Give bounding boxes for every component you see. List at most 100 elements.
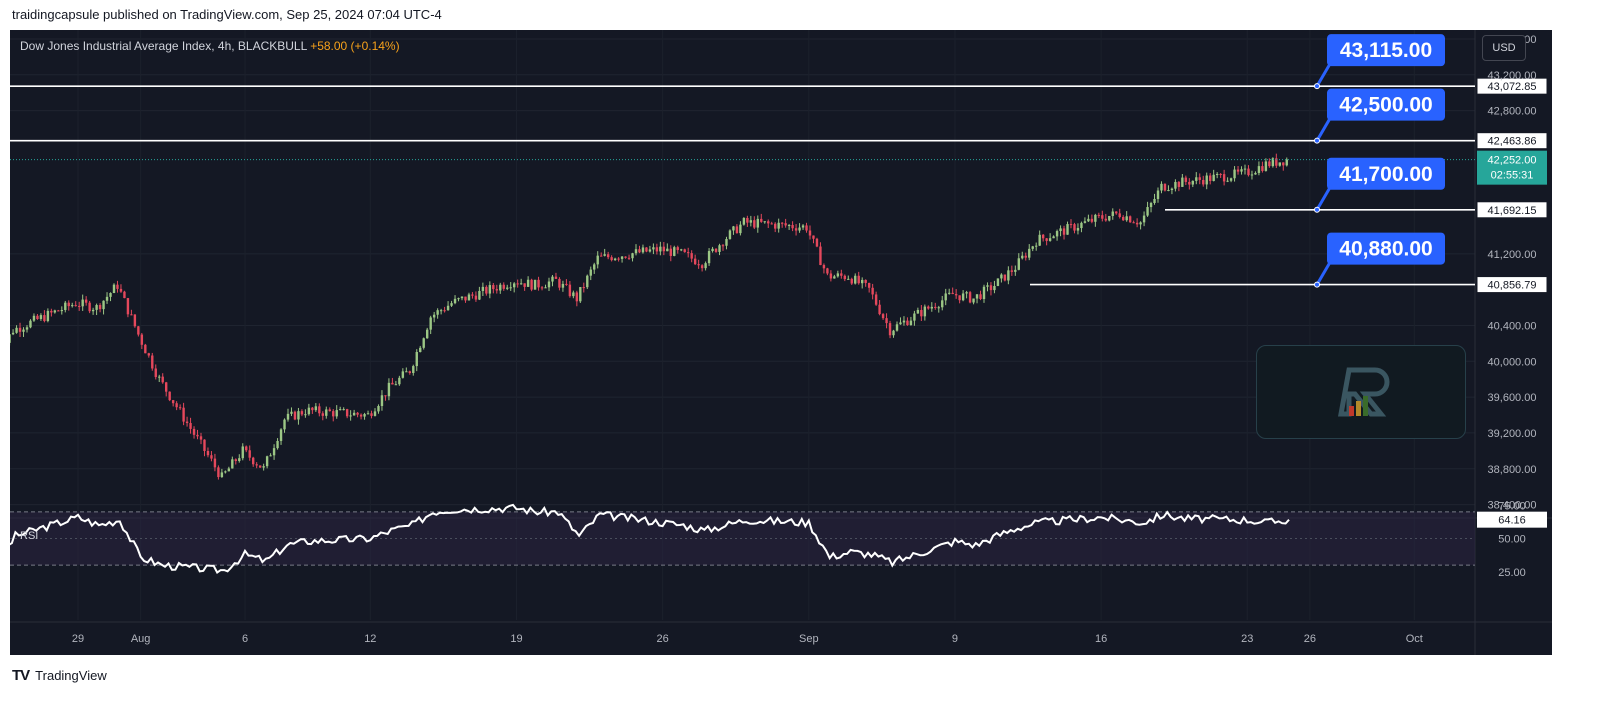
candle [551,276,554,282]
candle [67,302,70,307]
level-axis-label: 43,072.85 [1488,81,1537,93]
publish-info: traidingcapsule published on TradingView… [12,7,442,22]
candle [965,292,968,294]
candle [1167,190,1170,192]
candle [909,320,913,326]
candle [231,459,234,469]
price-callout: 41,700.00 [1314,157,1445,213]
candle [993,285,996,291]
candle [749,220,753,223]
candle [130,314,133,316]
candle [1146,207,1149,216]
candle [446,305,450,311]
candle [568,284,572,297]
candle [770,223,773,225]
candle [815,238,819,247]
candle [1038,234,1041,246]
candle [10,334,11,343]
candle [808,230,812,236]
candle [1045,238,1048,241]
rsi-tick-label: 75.00 [1498,500,1526,512]
candle [43,315,46,322]
candle [986,285,989,287]
candle [1135,222,1139,225]
level-axis-label: 42,463.86 [1488,136,1537,148]
time-tick-label: 16 [1095,633,1107,645]
candle [161,376,164,383]
candle [39,315,43,320]
candle [840,273,843,276]
chart-panel[interactable]: 43,072.85 43,115.00 42,463.86 42,500.00 41,6… [10,30,1552,655]
candle [373,411,377,416]
candle [147,353,150,356]
candle [199,436,203,440]
candle [530,279,533,290]
candle [631,253,634,259]
candle [721,245,725,247]
candle [575,292,579,302]
candle [669,248,672,256]
candle [453,298,457,304]
candle [265,456,269,467]
candle [98,305,102,310]
candle [666,248,669,252]
candle [582,287,585,289]
candle [1226,180,1229,182]
candle [561,283,565,288]
candle [822,265,826,269]
rsi-tick-label: 25.00 [1498,567,1526,579]
candle [380,395,384,407]
rsi-label: RSI [20,530,39,542]
price-tick-label: 40,000.00 [1488,356,1537,368]
price-tick-label: 43,200.00 [1488,70,1537,82]
candle [359,414,363,417]
time-tick-label: 29 [72,633,84,645]
candle [11,332,15,335]
candle [258,465,262,468]
last-price-label: 42,252.00 [1488,155,1537,167]
candle [1087,218,1090,222]
time-tick-label: 23 [1241,633,1253,645]
candle [857,275,860,284]
candle [1215,173,1219,175]
candle [252,457,255,465]
candle [318,406,321,414]
candle [81,299,84,307]
candle [377,406,380,412]
candle [112,284,116,293]
candle [15,327,18,333]
candle [1222,174,1226,182]
currency-button[interactable]: USD [1482,35,1526,61]
candle [1153,198,1156,203]
candle [272,448,276,456]
candle [32,315,36,321]
candle [276,440,279,449]
candle [864,279,867,283]
candle [854,275,857,284]
candle [488,285,492,294]
candle [742,217,746,225]
candle [311,407,314,411]
candle [460,296,464,299]
candle [1205,175,1208,185]
candle [934,306,937,308]
candle [1007,270,1010,281]
candle [1108,215,1111,221]
candle [1000,274,1003,279]
time-tick-label: 12 [364,633,376,645]
candle [878,304,881,315]
chart-canvas[interactable]: 43,072.85 43,115.00 42,463.86 42,500.00 41,6… [10,30,1552,655]
level-axis-tag [1476,201,1548,219]
candle [95,305,98,310]
candle [290,411,293,414]
candle [478,290,481,300]
level-axis-label: 40,856.79 [1488,280,1537,292]
candle [641,247,645,253]
candle [189,422,192,429]
candle [1198,177,1201,180]
candle [1059,228,1062,232]
candle [439,310,443,312]
candle [767,221,770,224]
candle [1170,188,1174,191]
price-change: +58.00 (+0.14%) [310,39,400,53]
